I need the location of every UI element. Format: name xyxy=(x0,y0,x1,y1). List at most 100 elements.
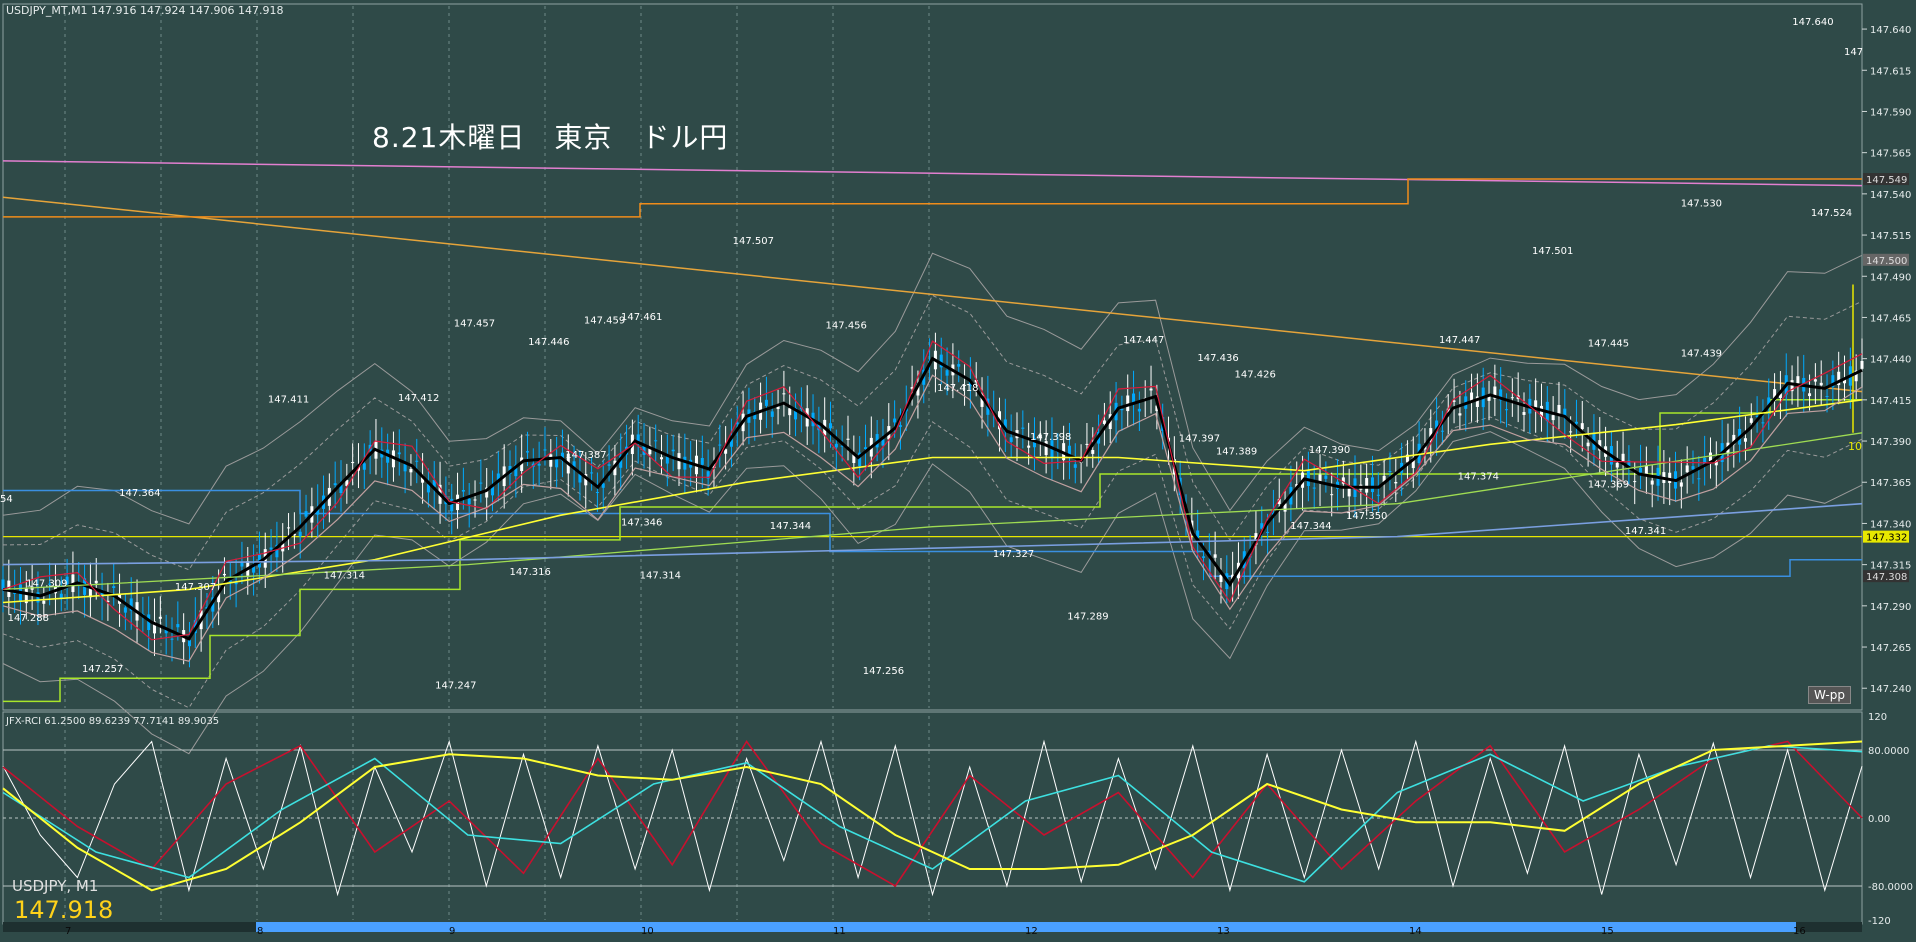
y-tick-label: 147.465 xyxy=(1870,313,1911,324)
y-tick-label: 147.290 xyxy=(1870,602,1911,613)
candle-body xyxy=(1813,379,1817,382)
price-label: 147.549 xyxy=(1866,175,1907,186)
candle-body xyxy=(1505,409,1509,411)
candle-body xyxy=(1778,393,1782,398)
blue-step-line xyxy=(3,489,1862,577)
price-annotation: 147.344 xyxy=(770,521,811,532)
price-annotation: 147.316 xyxy=(510,567,551,578)
green-step-line xyxy=(3,399,1862,703)
candle-body xyxy=(1773,389,1777,401)
candle-body xyxy=(1755,415,1759,417)
price-annotation: 147.288 xyxy=(8,613,49,624)
price-annotation: 147.445 xyxy=(1588,338,1629,349)
price-annotation: 147.447 xyxy=(1123,335,1164,346)
candle-body xyxy=(572,461,576,470)
candle-body xyxy=(578,472,582,483)
y-tick-label: 147.340 xyxy=(1870,519,1911,530)
pink-trendline xyxy=(2,160,1863,187)
price-annotation: 147.369 xyxy=(1588,480,1629,491)
candle-body xyxy=(1487,395,1491,401)
candle-body xyxy=(129,598,133,611)
candle-body xyxy=(1761,422,1765,424)
price-label-box xyxy=(1863,173,1909,186)
candle-body xyxy=(1155,405,1159,412)
candle-body xyxy=(415,460,419,462)
candle-body xyxy=(782,393,786,395)
x-tick-label: 15 xyxy=(1601,926,1614,937)
rci-mid xyxy=(2,740,1863,888)
candle-body xyxy=(1365,478,1369,493)
candle-body xyxy=(1091,450,1095,454)
candle-body xyxy=(724,449,728,454)
candle-body xyxy=(1370,477,1374,493)
price-annotation: 147.327 xyxy=(993,549,1034,560)
candle-body xyxy=(1691,466,1695,470)
candle-body xyxy=(1522,412,1526,415)
candle-body xyxy=(1394,482,1398,484)
price-annotation: 147.436 xyxy=(1197,353,1238,364)
candle-body xyxy=(234,581,238,585)
price-annotation: 147.411 xyxy=(268,394,309,405)
candle-body xyxy=(834,443,838,448)
candle-body xyxy=(729,437,733,447)
candle-body xyxy=(1213,554,1217,558)
candle-body xyxy=(881,439,885,446)
price-annotation: 147.344 xyxy=(1290,521,1331,532)
candle-body xyxy=(170,638,174,640)
price-annotation: 147.309 xyxy=(26,579,67,590)
y-tick-label: 147.640 xyxy=(1870,25,1911,36)
price-annotation: 147.426 xyxy=(1235,370,1276,381)
candle-body xyxy=(112,586,116,589)
price-label: 147.332 xyxy=(1866,533,1907,544)
price-annotation: 147.374 xyxy=(1458,471,1499,482)
candle-body xyxy=(1633,481,1637,483)
candle-body xyxy=(601,483,605,488)
candle-body xyxy=(671,449,675,452)
candle-body xyxy=(1697,478,1701,480)
price-annotation: 147.364 xyxy=(119,488,160,499)
candle-body xyxy=(858,452,862,467)
candle-body xyxy=(123,607,127,613)
candle-body xyxy=(1767,397,1771,408)
price-annotation: 147.640 xyxy=(1792,17,1833,28)
edge-right-label: 147 xyxy=(1844,47,1864,58)
rci-fast xyxy=(2,739,1863,897)
price-label: 147.500 xyxy=(1866,256,1907,267)
candle-body xyxy=(187,640,191,647)
y-tick-label: 147.265 xyxy=(1870,643,1911,654)
price-label: 147.308 xyxy=(1866,572,1907,583)
candle-body xyxy=(543,449,547,451)
candle-body xyxy=(24,588,28,604)
candle-body xyxy=(980,394,984,407)
candle-body xyxy=(409,468,413,473)
edge-left-label: 54 xyxy=(0,494,13,505)
wpp-button[interactable]: W-pp xyxy=(1808,686,1851,704)
rci-tick-label: 80.0000 xyxy=(1868,746,1909,757)
candle-body xyxy=(1534,400,1538,411)
chart-header: USDJPY_MT,M1 147.916 147.924 147.906 147… xyxy=(6,4,284,17)
candle-body xyxy=(963,384,967,386)
candle-body xyxy=(1341,477,1345,484)
price-annotation: 147.457 xyxy=(454,319,495,330)
candle-body xyxy=(1306,469,1310,486)
price-annotation: 147.418 xyxy=(937,383,978,394)
candle-body xyxy=(1312,487,1316,489)
candle-body xyxy=(764,399,768,406)
candle-body xyxy=(48,583,52,585)
price-annotation: 147.501 xyxy=(1532,246,1573,257)
candle-body xyxy=(292,533,296,536)
price-annotation: 147.530 xyxy=(1681,198,1722,209)
price-annotation: 147.446 xyxy=(528,337,569,348)
x-tick-label: 12 xyxy=(1025,926,1038,937)
price-annotation: 147.397 xyxy=(1179,434,1220,445)
candle-body xyxy=(1219,574,1223,582)
candle-body xyxy=(893,418,897,423)
candle-body xyxy=(1860,360,1864,369)
candle-body xyxy=(829,423,833,429)
candle-body xyxy=(595,491,599,493)
candle-body xyxy=(1580,423,1584,430)
candle-body xyxy=(287,527,291,529)
candle-body xyxy=(316,507,320,515)
